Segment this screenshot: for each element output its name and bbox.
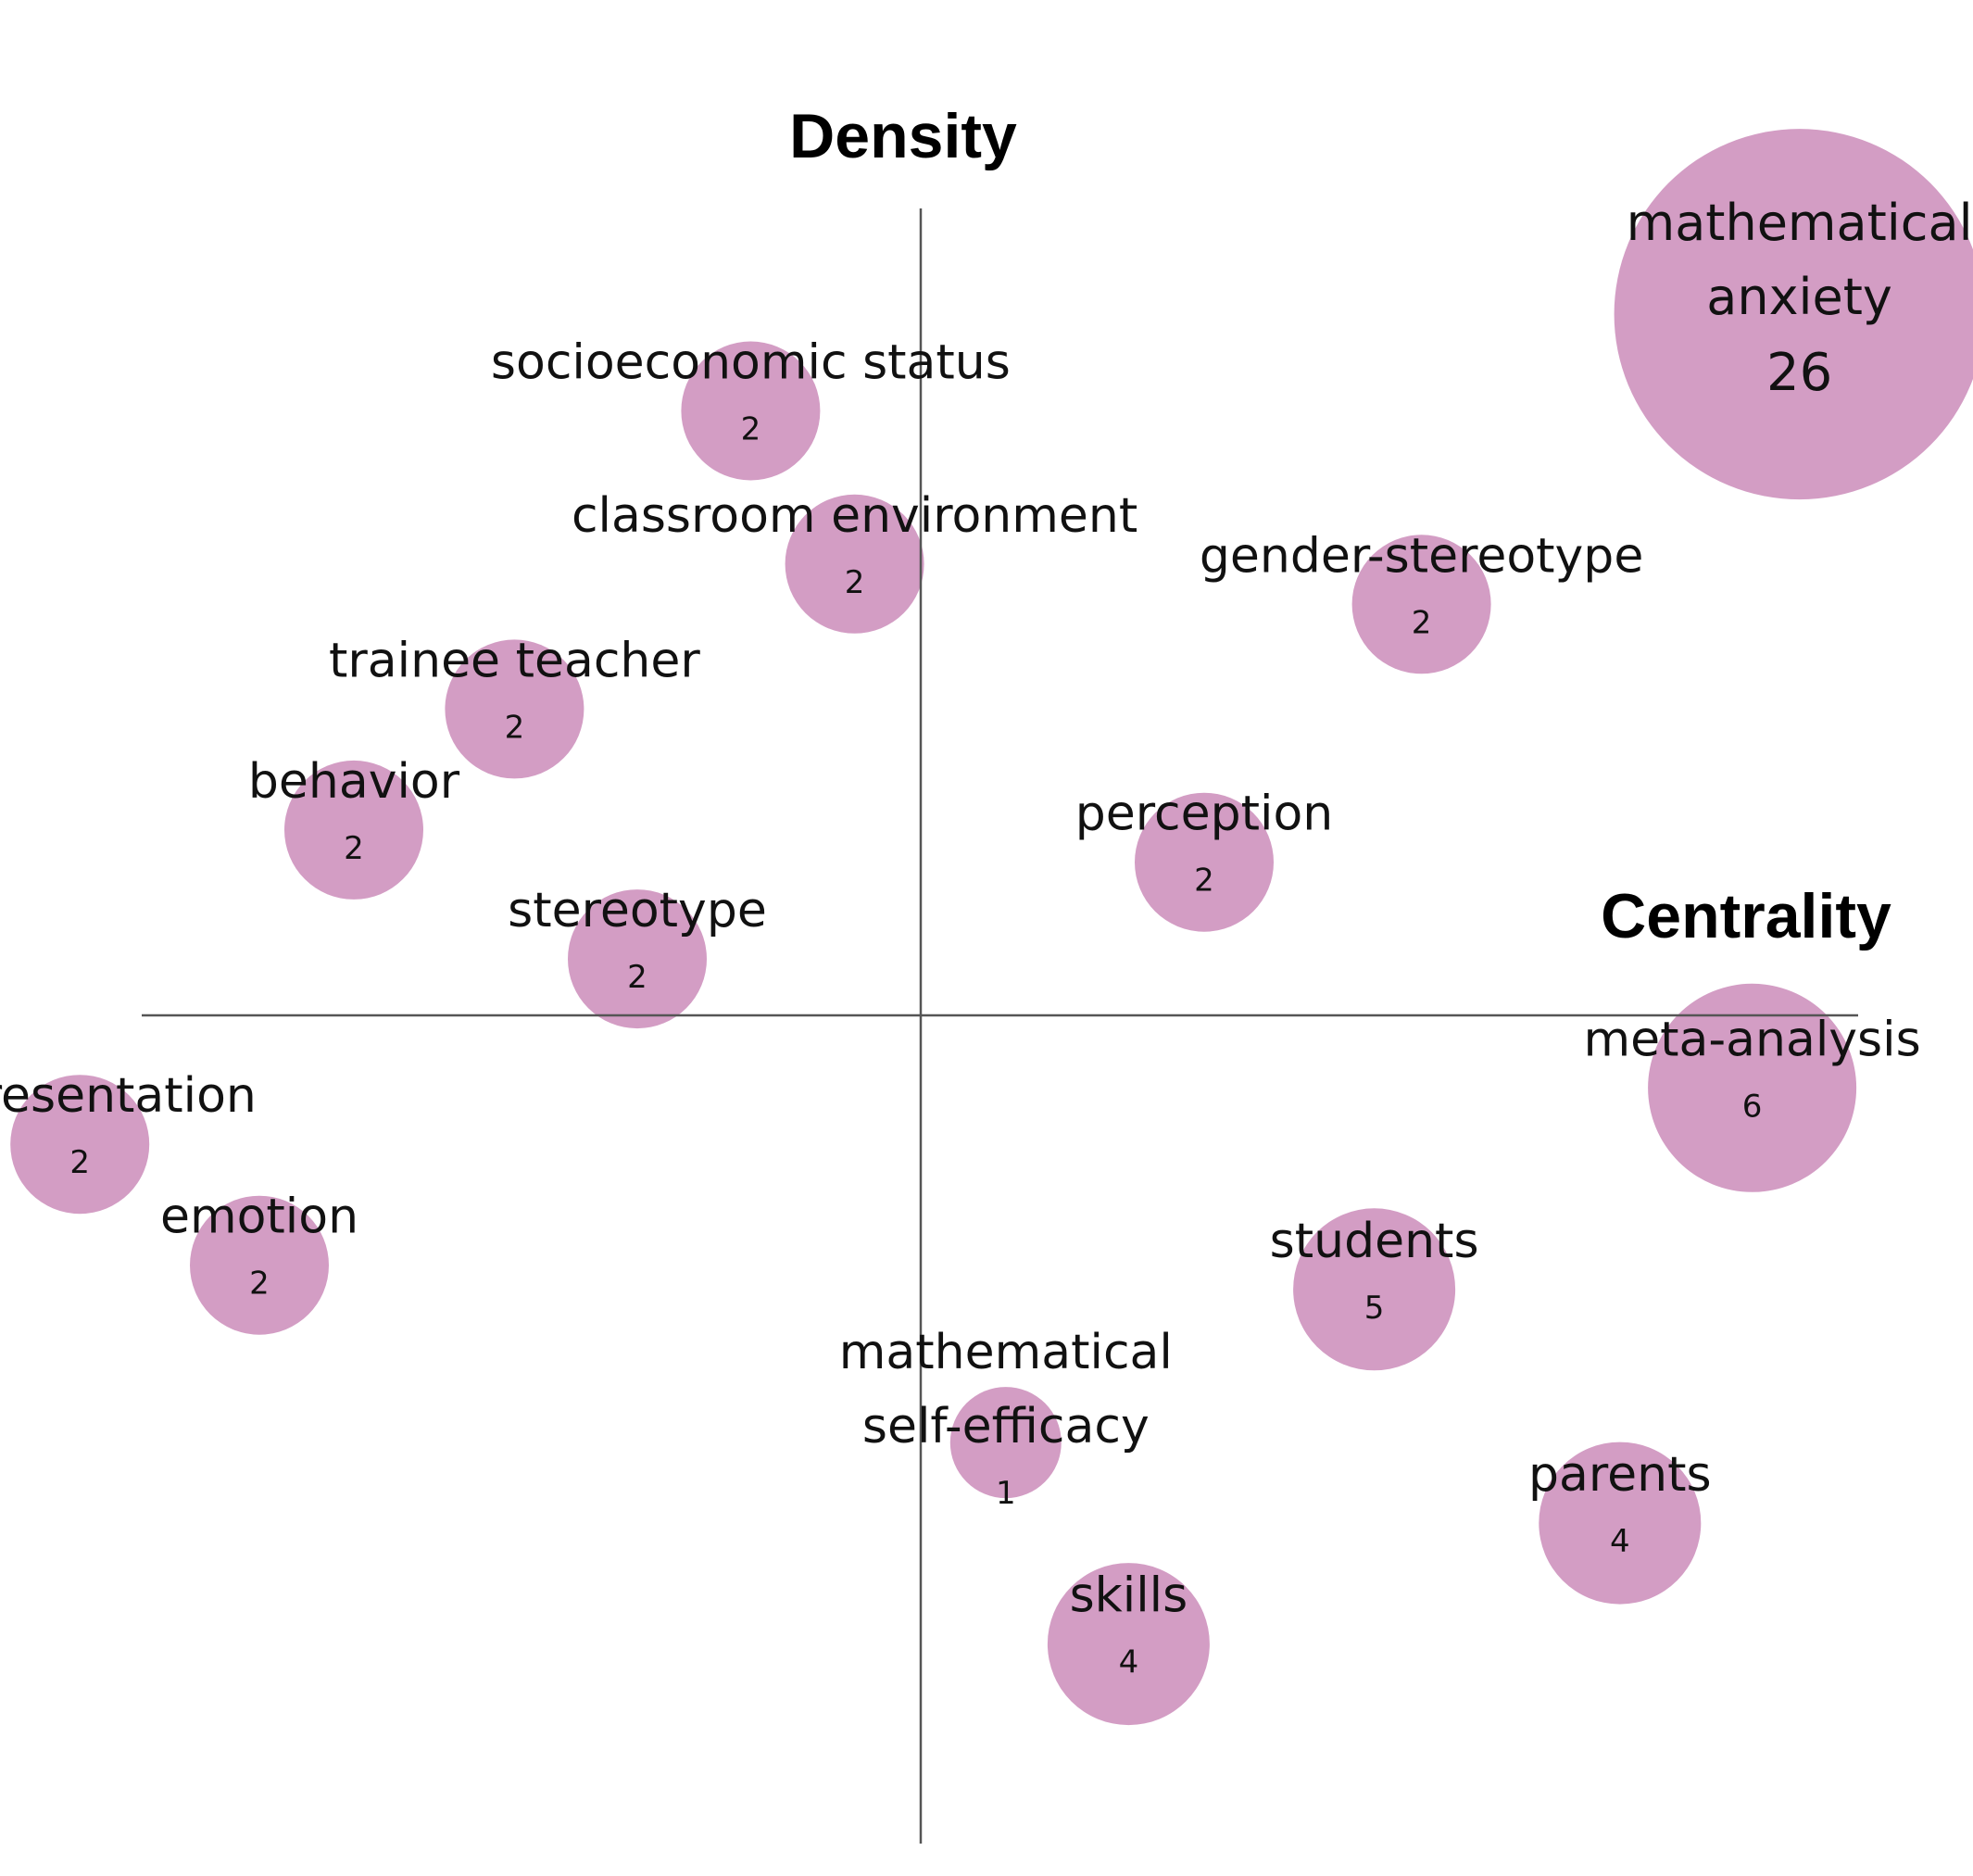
bubble-representation — [10, 1075, 150, 1215]
bubble-value: 2 — [69, 1144, 90, 1181]
bubble-value: 2 — [249, 1265, 270, 1303]
bubble-label: gender-stereotype — [1200, 528, 1643, 584]
bubble-label: perception — [1075, 787, 1333, 842]
bubble-students — [1293, 1208, 1456, 1371]
bubble-label: parents — [1528, 1447, 1712, 1503]
bubble-value: 2 — [741, 411, 761, 448]
bubble-classroom-environment — [785, 494, 924, 634]
bubble-value: 4 — [1610, 1523, 1630, 1560]
bubble-socioeconomic-status — [681, 341, 821, 481]
bubble-perception — [1135, 792, 1274, 932]
density-axis-title: Density — [789, 101, 1017, 171]
bubble-label: behavior — [248, 754, 460, 810]
bubble-mathematical-anxiety — [1614, 129, 1973, 500]
bubble-label: classroom environment — [572, 488, 1137, 544]
bubble-label: anxiety — [1706, 268, 1892, 326]
bubble-value: 1 — [996, 1475, 1016, 1512]
bubble-value: 26 — [1766, 343, 1832, 403]
bubble-parents — [1539, 1442, 1702, 1605]
bubble-trainee-teacher — [445, 639, 584, 779]
bubble-value: 6 — [1742, 1088, 1763, 1125]
bubble-gender-stereotype — [1351, 535, 1491, 674]
bubble-value: 2 — [1194, 862, 1214, 900]
centrality-axis-title: Centrality — [1601, 881, 1891, 951]
bubble-layer — [10, 129, 1973, 1726]
bubble-label: stereotype — [508, 883, 767, 938]
bubble-label: emotion — [160, 1190, 358, 1245]
bubble-mathematical-self-efficacy — [949, 1387, 1062, 1499]
bubble-value: 2 — [627, 959, 647, 996]
bubble-label: mathematical — [839, 1325, 1173, 1380]
bubble-label: socioeconomic status — [491, 335, 1011, 391]
bubble-label: self-efficacy — [862, 1399, 1150, 1454]
bubble-label: representation — [0, 1068, 257, 1124]
bubble-value: 5 — [1364, 1290, 1385, 1327]
bubble-stereotype — [568, 889, 707, 1029]
bubble-skills — [1047, 1563, 1210, 1726]
bubble-meta-analysis — [1648, 983, 1857, 1192]
bubble-value: 2 — [845, 564, 865, 601]
bubble-emotion — [190, 1195, 329, 1335]
bubble-label: students — [1270, 1214, 1479, 1269]
bubble-value: 2 — [344, 830, 364, 867]
bubble-value: 4 — [1119, 1644, 1139, 1681]
bubble-label: mathematical — [1627, 194, 1973, 252]
bubble-label: meta-analysis — [1583, 1012, 1920, 1067]
bubble-behavior — [284, 760, 423, 900]
bubble-label: trainee teacher — [329, 633, 700, 688]
bubble-label: skills — [1070, 1568, 1188, 1624]
bubble-value: 2 — [505, 709, 525, 746]
bubble-value: 2 — [1412, 604, 1432, 641]
